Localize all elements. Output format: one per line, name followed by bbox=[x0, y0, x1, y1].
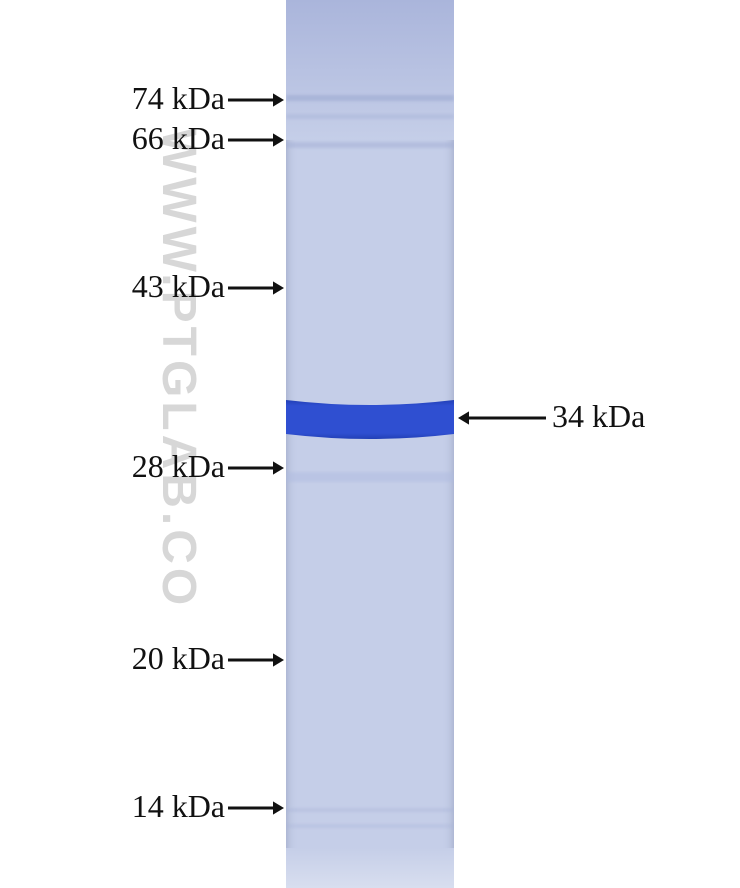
gel-image: WWW.PTGLAB.CO 74 kDa66 kDa 43 kDa 28 kDa 20 … bbox=[0, 0, 740, 888]
faint-band bbox=[286, 95, 454, 101]
watermark-text: WWW.PTGLAB.CO bbox=[151, 128, 206, 609]
faint-band bbox=[286, 472, 454, 482]
marker-label: 14 kDa bbox=[132, 788, 225, 825]
product-band bbox=[286, 398, 454, 448]
marker-label: 28 kDa bbox=[132, 448, 225, 485]
marker-label: 66 kDa bbox=[132, 120, 225, 157]
faint-band bbox=[286, 824, 454, 828]
arrow-right-icon bbox=[215, 647, 297, 673]
faint-band bbox=[286, 114, 454, 119]
gel-lane bbox=[286, 0, 454, 888]
lane-top-shade bbox=[286, 0, 454, 140]
arrow-right-icon bbox=[215, 87, 297, 113]
marker-label: 20 kDa bbox=[132, 640, 225, 677]
arrow-left-icon bbox=[445, 405, 559, 431]
arrow-right-icon bbox=[215, 275, 297, 301]
lane-bottom-shade bbox=[286, 848, 454, 888]
marker-label: 43 kDa bbox=[132, 268, 225, 305]
arrow-right-icon bbox=[215, 455, 297, 481]
arrow-right-icon bbox=[215, 127, 297, 153]
marker-label: 74 kDa bbox=[132, 80, 225, 117]
faint-band bbox=[286, 808, 454, 812]
faint-band bbox=[286, 142, 454, 148]
arrow-right-icon bbox=[215, 795, 297, 821]
result-label: 34 kDa bbox=[552, 398, 645, 435]
